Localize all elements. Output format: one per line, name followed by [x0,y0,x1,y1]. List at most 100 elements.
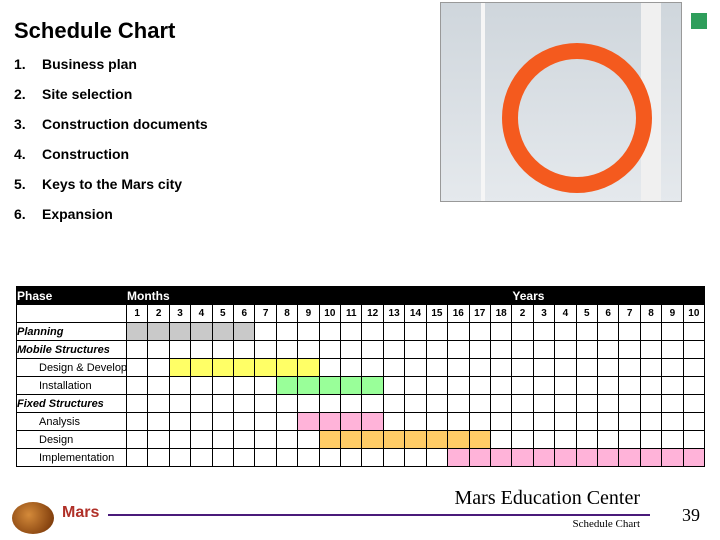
gantt-cell [276,341,297,359]
gantt-cell [683,359,704,377]
header-phase: Phase [17,287,127,305]
gantt-cell [255,341,276,359]
gantt-cell [212,323,233,341]
gantt-cell [448,449,469,467]
gantt-cell [619,323,640,341]
gantt-cell [426,431,447,449]
gantt-cell [276,449,297,467]
column-number: 7 [255,305,276,323]
column-number: 7 [619,305,640,323]
gantt-cell [448,413,469,431]
list-item-label: Construction documents [42,116,208,132]
gantt-cell [512,395,533,413]
gantt-cell [212,413,233,431]
gantt-cell [383,341,404,359]
gantt-cell [319,413,340,431]
page-title: Schedule Chart [14,18,175,44]
gantt-cell [234,449,255,467]
gantt-cell [169,341,190,359]
gantt-cell [576,323,597,341]
column-number: 16 [448,305,469,323]
gantt-cell [341,431,362,449]
gantt-cell [426,323,447,341]
gantt-cell [298,323,319,341]
gantt-cell [276,413,297,431]
gantt-cell [512,431,533,449]
gantt-cell [298,377,319,395]
gantt-cell [383,413,404,431]
gantt-cell [341,359,362,377]
gantt-cell [683,323,704,341]
gantt-cell [555,359,576,377]
column-number: 1 [127,305,148,323]
header-months: Months [127,287,512,305]
gantt-cell [319,449,340,467]
gantt-row: Mobile Structures [17,341,705,359]
column-number: 9 [298,305,319,323]
gantt-cell [512,449,533,467]
gantt-cell [512,359,533,377]
gantt-cell [555,377,576,395]
gantt-cell [212,395,233,413]
gantt-cell [426,449,447,467]
list-item-number: 3. [14,116,42,132]
gantt-cell [512,413,533,431]
column-number: 17 [469,305,490,323]
gantt-cell [555,323,576,341]
list-item-number: 4. [14,146,42,162]
gantt-cell [191,431,212,449]
gantt-cell [234,341,255,359]
gantt-cell [148,377,169,395]
gantt-cell [555,341,576,359]
gantt-cell [212,377,233,395]
gantt-cell [576,341,597,359]
gantt-cell [234,431,255,449]
gantt-cell [298,359,319,377]
list-item-label: Site selection [42,86,132,102]
gantt-cell [127,377,148,395]
gantt-cell [127,449,148,467]
gantt-cell [512,323,533,341]
gantt-cell [662,323,683,341]
gantt-cell [383,431,404,449]
gantt-cell [490,395,511,413]
gantt-cell [469,323,490,341]
gantt-cell [362,377,383,395]
gantt-cell [169,395,190,413]
gantt-row: Installation [17,377,705,395]
gantt-cell [169,449,190,467]
list-item: 5.Keys to the Mars city [14,176,208,192]
gantt-cell [469,431,490,449]
gantt-cell [555,413,576,431]
list-item: 2.Site selection [14,86,208,102]
gantt-cell [576,449,597,467]
gantt-cell [448,341,469,359]
gantt-cell [191,449,212,467]
list-item-label: Keys to the Mars city [42,176,182,192]
gantt-cell [212,359,233,377]
gantt-cell [448,395,469,413]
gantt-cell [426,377,447,395]
gantt-cell [490,323,511,341]
gantt-row: Planning [17,323,705,341]
gantt-cell [276,431,297,449]
column-number: 8 [640,305,661,323]
gantt-cell [405,341,426,359]
row-label: Mobile Structures [17,341,127,359]
column-number: 14 [405,305,426,323]
gantt-cell [405,377,426,395]
gantt-cell [555,395,576,413]
gantt-cell [490,431,511,449]
gantt-cell [191,413,212,431]
gantt-cell [362,359,383,377]
gantt-cell [255,449,276,467]
gantt-cell [169,323,190,341]
column-number: 10 [319,305,340,323]
gantt-cell [662,449,683,467]
gantt-cell [148,395,169,413]
gantt-cell [383,359,404,377]
gantt-cell [683,431,704,449]
list-item-number: 1. [14,56,42,72]
gantt-cell [598,323,619,341]
gantt-cell [640,323,661,341]
